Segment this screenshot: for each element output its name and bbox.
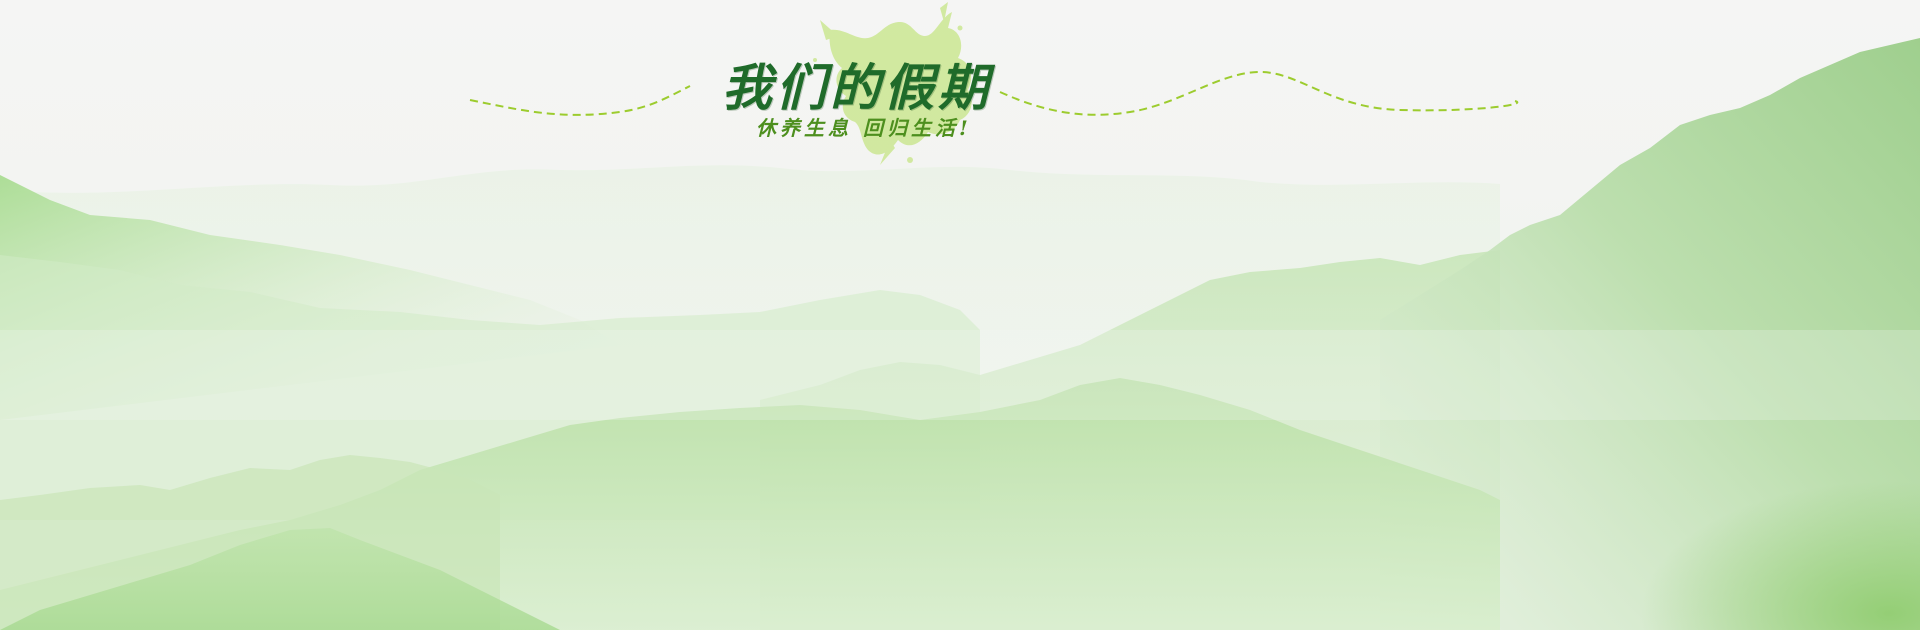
banner-title: 我们的假期 — [722, 58, 992, 117]
right-dashed-wave-line — [999, 70, 1519, 116]
banner-subtitle: 休养生息 回归生活! — [756, 116, 972, 140]
right-glow — [1300, 300, 1920, 630]
fog-veil — [0, 330, 1920, 420]
left-dashed-wave-line — [469, 85, 691, 116]
bottom-left-front — [0, 528, 560, 630]
paint-splash-icon — [813, 2, 972, 165]
